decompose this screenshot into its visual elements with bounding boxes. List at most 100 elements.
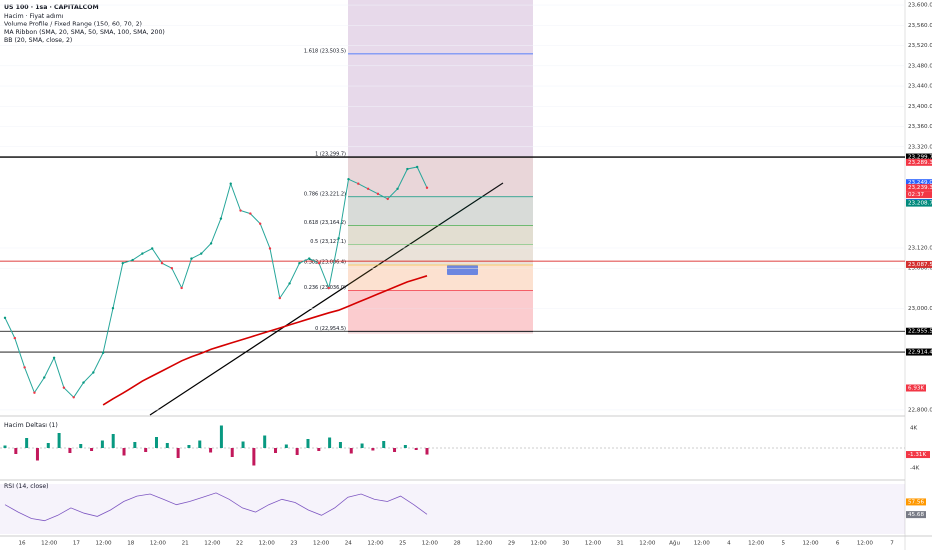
close-point	[52, 356, 56, 360]
delta-bar	[414, 448, 418, 450]
time-label: 22	[236, 541, 243, 547]
close-point	[396, 187, 399, 190]
delta-bar	[360, 443, 364, 448]
price-tag-label: 23,208.7	[908, 201, 932, 207]
close-point	[258, 222, 262, 225]
close-point	[101, 351, 105, 354]
price-tag-label: 22,914.4	[908, 350, 932, 356]
target-zone	[348, 0, 533, 157]
time-label: 4	[727, 541, 731, 547]
delta-bar	[328, 437, 332, 448]
y-tick-label: 23,360.0	[908, 124, 932, 130]
delta-bar	[35, 448, 39, 461]
delta-bar	[187, 445, 191, 448]
fib-band	[348, 225, 533, 245]
delta-bar	[284, 444, 288, 448]
symbol-title: US 100 · 1sa · CAPITALCOM	[4, 4, 99, 11]
y-tick-label: 23,320.0	[908, 144, 932, 150]
time-label: 6	[836, 541, 840, 547]
time-label: 12:00	[857, 541, 874, 547]
delta-bar	[219, 425, 223, 448]
delta-bar	[57, 433, 61, 448]
close-point	[229, 182, 232, 185]
time-label: 12:00	[96, 541, 113, 547]
y-tick-label: 23,520.0	[908, 43, 932, 49]
close-point	[347, 177, 350, 181]
price-tag-label: 22,955.5	[908, 329, 932, 335]
rsi-tag-label: 57.56	[908, 499, 924, 505]
delta-bar	[263, 435, 267, 448]
rsi-band	[0, 484, 905, 534]
rsi-line	[4, 492, 428, 522]
delta-bar	[274, 448, 278, 453]
rsi-tag	[906, 511, 926, 519]
y-tick-label: 4K	[910, 426, 918, 432]
fib-band	[348, 244, 533, 265]
delta-bar	[165, 443, 169, 448]
price-line	[4, 166, 428, 399]
close-point	[200, 252, 203, 255]
time-label: 18	[127, 541, 135, 547]
price-tag-label: 23,087.5	[908, 262, 932, 268]
delta-bar	[317, 448, 321, 451]
delta-bar	[79, 444, 83, 448]
delta-bar	[122, 448, 126, 456]
close-point	[357, 182, 360, 185]
delta-tag	[906, 451, 930, 459]
close-point	[43, 376, 46, 379]
fib-label: 0.5 (23,127.1)	[310, 239, 346, 245]
countdown: 02:37	[908, 192, 925, 198]
delta-bar	[68, 448, 72, 453]
close-point	[219, 217, 223, 220]
delta-bar	[154, 437, 158, 448]
close-point	[92, 371, 95, 374]
delta-bar	[198, 440, 202, 448]
volume-tag-label: 6.93K	[908, 386, 924, 392]
time-label: 12:00	[802, 541, 819, 547]
delta-bar	[371, 448, 375, 451]
fib-band	[348, 196, 533, 226]
close-point	[308, 257, 311, 260]
close-point	[23, 366, 26, 369]
time-label: 12:00	[585, 541, 602, 547]
time-label: 12:00	[531, 541, 548, 547]
delta-bar	[382, 441, 386, 448]
delta-bar	[349, 448, 353, 454]
price-tag	[906, 348, 932, 356]
price-tag	[906, 184, 932, 192]
y-tick-label: 23,480.0	[908, 63, 932, 69]
time-label: 23	[290, 541, 298, 547]
time-label: 12:00	[639, 541, 656, 547]
close-point	[249, 212, 252, 215]
close-point	[268, 247, 272, 250]
fib-band	[348, 264, 533, 291]
close-point	[337, 237, 340, 240]
fib-label: 1 (23,299.7)	[315, 152, 346, 158]
countdown-bg	[906, 191, 932, 199]
fib-band	[348, 290, 533, 332]
price-tag-label: 23,249.0	[908, 180, 932, 186]
close-point	[111, 307, 115, 310]
delta-bar	[90, 448, 94, 451]
time-label: 12:00	[422, 541, 439, 547]
delta-bar	[46, 443, 50, 448]
indicator-label: BB (20, SMA, close, 2)	[4, 37, 72, 44]
rsi-tag	[906, 498, 926, 506]
delta-bar	[252, 448, 256, 466]
time-label: 21	[182, 541, 190, 547]
y-tick-label: 23,600.0	[908, 3, 932, 9]
close-point	[415, 165, 419, 169]
time-label: 12:00	[748, 541, 765, 547]
time-label: 5	[782, 541, 786, 547]
price-tag	[906, 260, 932, 268]
close-point	[33, 391, 36, 394]
close-point	[366, 187, 370, 190]
delta-bar	[111, 434, 115, 448]
y-tick-label: 23,560.0	[908, 23, 932, 29]
time-label: 12:00	[694, 541, 711, 547]
close-point	[82, 381, 85, 384]
delta-bar	[295, 448, 299, 455]
time-label: 30	[562, 541, 570, 547]
